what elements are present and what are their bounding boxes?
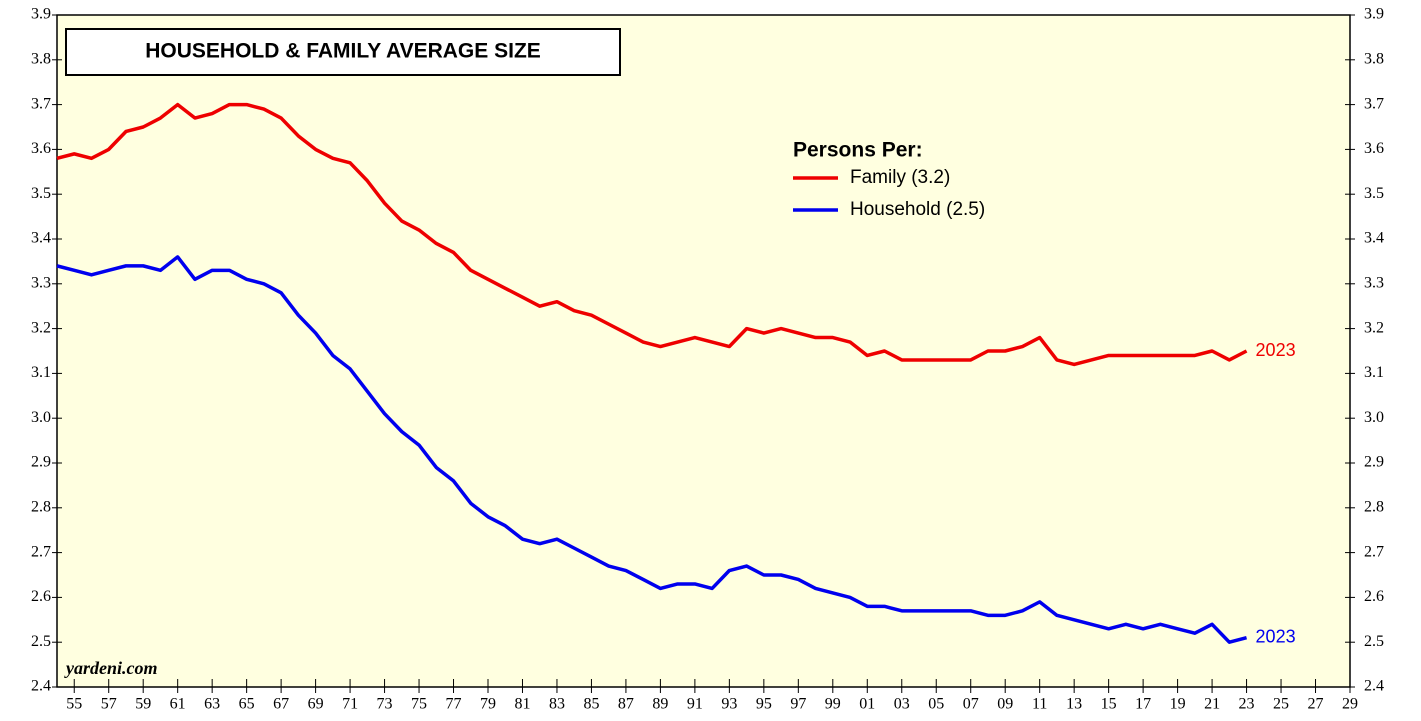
y2-tick-label: 3.0 bbox=[1364, 409, 1384, 426]
x-tick-label: 19 bbox=[1170, 696, 1186, 713]
y-tick-label: 3.2 bbox=[31, 319, 51, 336]
end-label: 2023 bbox=[1256, 340, 1296, 360]
watermark: yardeni.com bbox=[64, 658, 158, 678]
y-tick-label: 3.6 bbox=[31, 140, 51, 157]
y2-tick-label: 2.6 bbox=[1364, 588, 1384, 605]
y2-tick-label: 3.2 bbox=[1364, 319, 1384, 336]
y-tick-label: 2.5 bbox=[31, 633, 51, 650]
x-tick-label: 09 bbox=[997, 696, 1013, 713]
y-tick-label: 2.7 bbox=[31, 543, 51, 560]
x-tick-label: 95 bbox=[756, 696, 772, 713]
y-tick-label: 3.3 bbox=[31, 274, 51, 291]
x-tick-label: 91 bbox=[687, 696, 703, 713]
y2-tick-label: 2.5 bbox=[1364, 633, 1384, 650]
x-tick-label: 05 bbox=[928, 696, 944, 713]
x-tick-label: 21 bbox=[1204, 696, 1220, 713]
x-tick-label: 89 bbox=[652, 696, 668, 713]
x-tick-label: 99 bbox=[825, 696, 841, 713]
x-tick-label: 87 bbox=[618, 696, 634, 713]
x-tick-label: 59 bbox=[135, 696, 151, 713]
legend-label: Family (3.2) bbox=[850, 167, 950, 188]
end-label: 2023 bbox=[1256, 626, 1296, 646]
x-tick-label: 23 bbox=[1239, 696, 1255, 713]
x-tick-label: 63 bbox=[204, 696, 220, 713]
series-line bbox=[56, 255, 1248, 644]
x-tick-label: 17 bbox=[1135, 696, 1151, 713]
x-tick-label: 83 bbox=[549, 696, 565, 713]
x-tick-label: 55 bbox=[66, 696, 82, 713]
plot-area bbox=[56, 14, 1351, 688]
y2-tick-label: 3.9 bbox=[1364, 6, 1384, 23]
legend-title: Persons Per: bbox=[793, 139, 923, 162]
x-tick-label: 79 bbox=[480, 696, 496, 713]
y-tick-label: 3.9 bbox=[31, 6, 51, 23]
y-tick-label: 2.4 bbox=[31, 678, 51, 695]
x-tick-label: 71 bbox=[342, 696, 358, 713]
y2-tick-label: 3.8 bbox=[1364, 50, 1384, 67]
x-tick-label: 29 bbox=[1342, 696, 1358, 713]
y-tick-label: 2.6 bbox=[31, 588, 51, 605]
x-tick-label: 97 bbox=[790, 696, 806, 713]
y-tick-label: 2.8 bbox=[31, 498, 51, 515]
x-tick-label: 65 bbox=[239, 696, 255, 713]
x-tick-label: 61 bbox=[170, 696, 186, 713]
x-tick-label: 03 bbox=[894, 696, 910, 713]
y2-tick-label: 3.6 bbox=[1364, 140, 1384, 157]
x-tick-label: 27 bbox=[1308, 696, 1324, 713]
y2-tick-label: 2.7 bbox=[1364, 543, 1384, 560]
x-tick-label: 77 bbox=[446, 696, 462, 713]
chart-title: HOUSEHOLD & FAMILY AVERAGE SIZE bbox=[145, 40, 541, 63]
x-tick-label: 93 bbox=[721, 696, 737, 713]
x-tick-label: 25 bbox=[1273, 696, 1289, 713]
x-tick-label: 75 bbox=[411, 696, 427, 713]
y-tick-label: 3.5 bbox=[31, 185, 51, 202]
y2-tick-label: 2.9 bbox=[1364, 454, 1384, 471]
y-tick-label: 3.0 bbox=[31, 409, 51, 426]
y2-tick-label: 3.1 bbox=[1364, 364, 1384, 381]
y-tick-label: 2.9 bbox=[31, 454, 51, 471]
x-tick-label: 07 bbox=[963, 696, 979, 713]
y2-tick-label: 3.3 bbox=[1364, 274, 1384, 291]
y-tick-label: 3.8 bbox=[31, 50, 51, 67]
y2-tick-label: 3.5 bbox=[1364, 185, 1384, 202]
y-tick-label: 3.4 bbox=[31, 230, 51, 247]
y-tick-label: 3.7 bbox=[31, 95, 51, 112]
x-tick-label: 01 bbox=[859, 696, 875, 713]
x-tick-label: 69 bbox=[308, 696, 324, 713]
series-line bbox=[56, 102, 1248, 367]
legend-label: Household (2.5) bbox=[850, 199, 985, 220]
x-tick-label: 15 bbox=[1101, 696, 1117, 713]
y2-tick-label: 3.7 bbox=[1364, 95, 1384, 112]
y2-tick-label: 2.4 bbox=[1364, 678, 1384, 695]
y-tick-label: 3.1 bbox=[31, 364, 51, 381]
x-tick-label: 57 bbox=[101, 696, 117, 713]
y2-tick-label: 3.4 bbox=[1364, 230, 1384, 247]
x-tick-label: 85 bbox=[583, 696, 599, 713]
y2-tick-label: 2.8 bbox=[1364, 498, 1384, 515]
x-tick-label: 81 bbox=[514, 696, 530, 713]
title-box bbox=[65, 28, 621, 76]
x-tick-label: 67 bbox=[273, 696, 289, 713]
x-tick-label: 11 bbox=[1032, 696, 1047, 713]
x-tick-label: 13 bbox=[1066, 696, 1082, 713]
x-tick-label: 73 bbox=[377, 696, 393, 713]
